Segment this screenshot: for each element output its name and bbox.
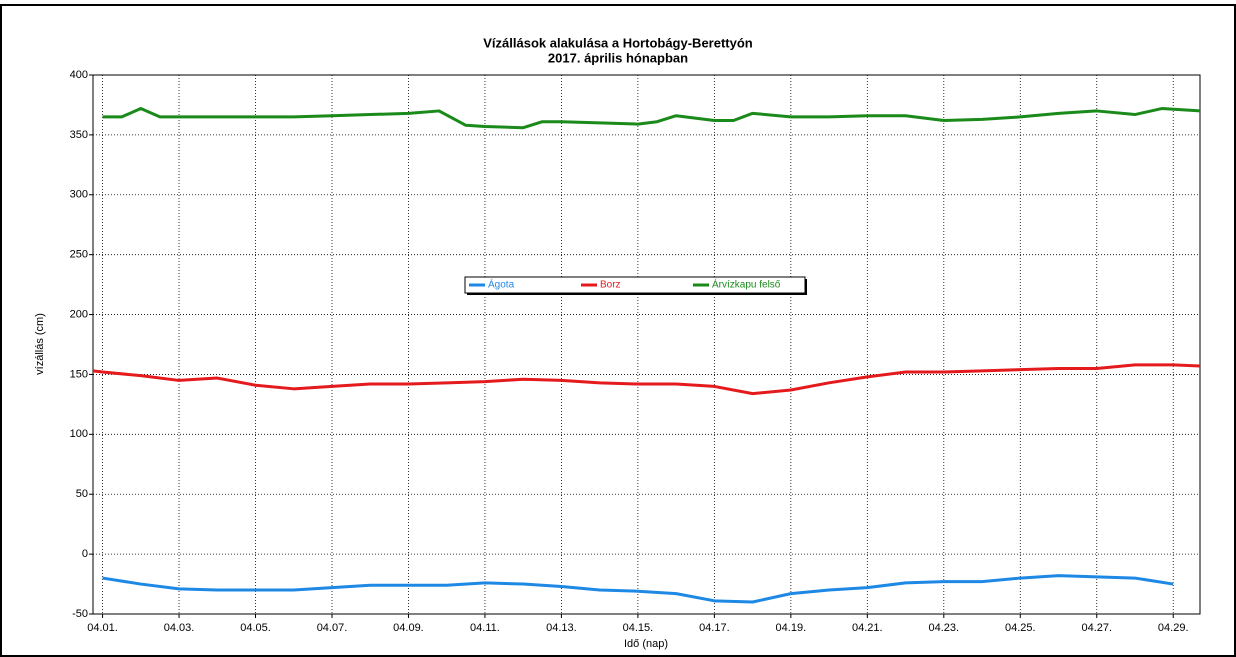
x-tick-label: 04.21. (852, 622, 883, 634)
line (92, 363, 1201, 396)
x-tick-label: 04.17. (699, 622, 730, 634)
x-tick-label: 04.11. (470, 622, 500, 634)
frame (0, 4, 1236, 657)
y-tick-label: 150 (70, 368, 88, 380)
x-tick-label: 04.23. (929, 622, 960, 634)
chart-subtitle: 2017. április hónapban (548, 50, 688, 65)
y-tick-label: 400 (70, 69, 88, 81)
x-axis-label: Idő (nap) (624, 638, 668, 650)
x-tick-label: 04.25. (1005, 622, 1036, 634)
y-tick-label: 50 (76, 488, 88, 500)
legend (464, 276, 806, 294)
legend-label: Borz (600, 280, 621, 291)
legend-label: Ágota (488, 278, 515, 291)
x-tick-label: 04.19. (776, 622, 807, 634)
x-tick-label: 04.01. (87, 622, 118, 634)
y-tick-label: 300 (70, 189, 88, 201)
y-tick-label: 0 (82, 548, 88, 560)
x-tick-label: 04.09. (393, 622, 424, 634)
line (102, 107, 1201, 130)
y-tick-label: 250 (70, 249, 88, 261)
y-tick-label: 100 (70, 428, 88, 440)
x-tick-label: 04.15. (623, 622, 654, 634)
y-tick-label: 350 (70, 129, 88, 141)
y-axis-label: vízállás (cm) (34, 313, 46, 375)
line (102, 574, 1174, 604)
x-tick-label: 04.13. (546, 622, 577, 634)
chart-title: Vízállások alakulása a Hortobágy-Beretty… (483, 35, 753, 50)
y-tick-label: -50 (72, 608, 88, 620)
x-tick-label: 04.07. (317, 622, 348, 634)
legend-label: Árvízkapu felső (712, 278, 781, 291)
plot-area (92, 74, 1201, 615)
y-tick-label: 200 (70, 308, 88, 320)
x-tick-label: 04.05. (240, 622, 271, 634)
x-tick-label: 04.27. (1081, 622, 1112, 634)
x-tick-label: 04.29. (1158, 622, 1189, 634)
x-tick-label: 04.03. (164, 622, 195, 634)
